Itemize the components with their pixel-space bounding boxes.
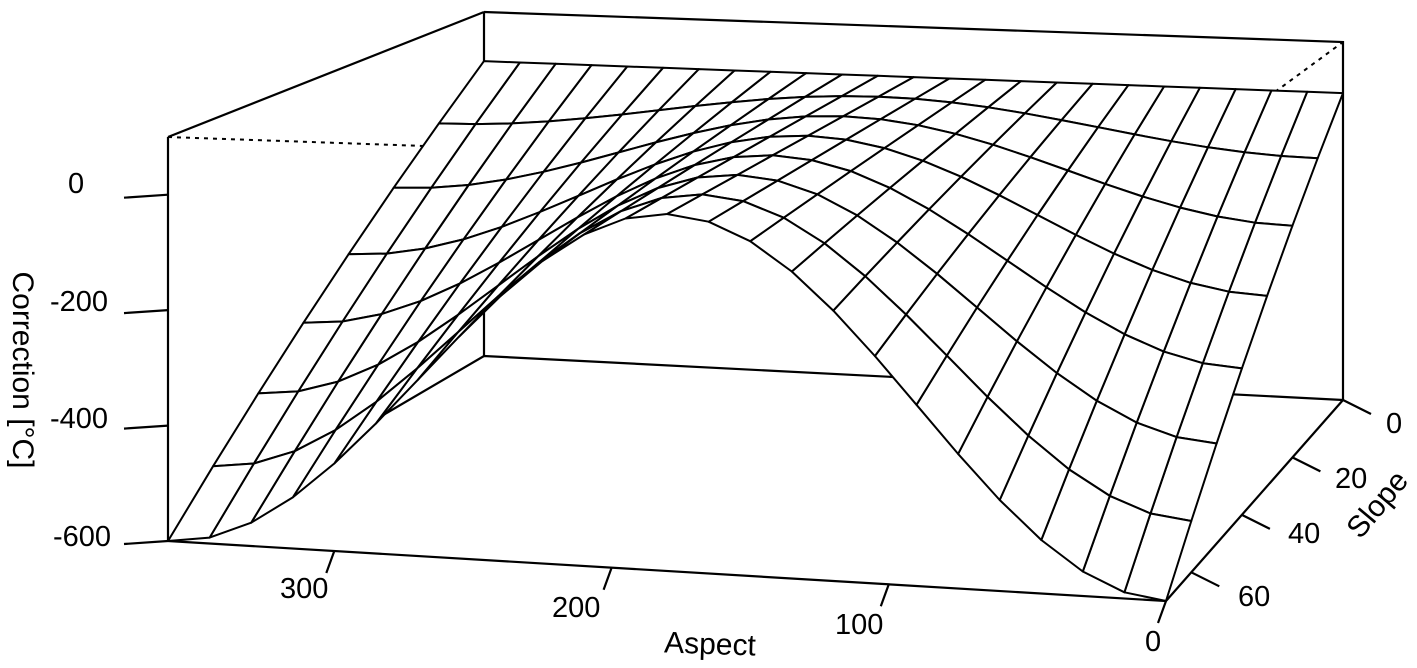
grid-line xyxy=(123,539,169,546)
z-tick-label-neg600: -600 xyxy=(53,521,112,553)
axis-ticks xyxy=(123,193,1372,624)
grid-line xyxy=(879,583,890,607)
z-tick-label-neg200: -200 xyxy=(50,286,109,318)
z-axis-title: Correction [°C] xyxy=(6,271,39,469)
grid-line xyxy=(123,424,169,430)
y-tick-label-40: 40 xyxy=(1288,518,1321,550)
grid-line xyxy=(602,567,613,591)
grid-line xyxy=(123,193,169,199)
grid-line xyxy=(1291,456,1321,473)
x-tick-label-0: 0 xyxy=(1145,626,1162,658)
y-tick-label-0: 0 xyxy=(1386,408,1403,440)
y-tick-label-20: 20 xyxy=(1335,463,1368,495)
grid-line xyxy=(325,550,336,574)
x-tick-label-300: 300 xyxy=(280,573,329,605)
grid-line xyxy=(1165,399,1344,602)
grid-line xyxy=(167,10,485,139)
x-tick-label-200: 200 xyxy=(552,592,601,624)
grid-line xyxy=(1241,513,1271,530)
x-axis-title: Aspect xyxy=(663,626,757,663)
y-tick-label-60: 60 xyxy=(1238,581,1271,613)
wireframe-surface xyxy=(167,60,1344,602)
x-tick-label-100: 100 xyxy=(835,609,884,641)
grid-line xyxy=(167,539,1167,603)
grid-line xyxy=(123,309,169,315)
grid-line xyxy=(1342,399,1372,415)
box-front-edges xyxy=(166,137,1344,603)
grid-line xyxy=(1190,571,1220,588)
hidden-box-edge xyxy=(167,41,1344,174)
z-tick-label-neg400: -400 xyxy=(50,403,109,435)
z-tick-label-0: 0 xyxy=(68,168,85,200)
grid-line xyxy=(1156,600,1168,624)
